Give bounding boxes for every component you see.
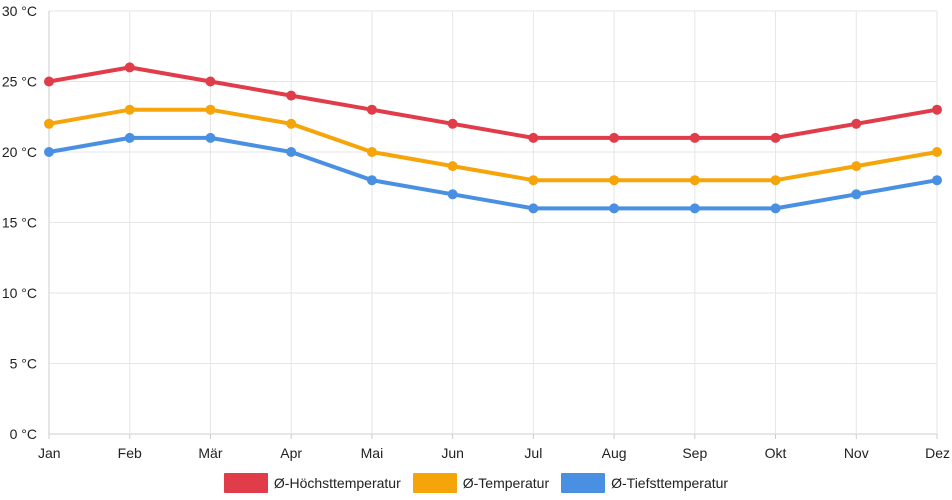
data-point-avg-temp[interactable] bbox=[689, 175, 700, 186]
data-point-min-temp[interactable] bbox=[689, 203, 700, 214]
data-point-min-temp[interactable] bbox=[770, 203, 781, 214]
series-avg-temp bbox=[44, 104, 942, 186]
y-tick-label: 25 °C bbox=[2, 74, 37, 90]
data-point-avg-temp[interactable] bbox=[932, 147, 942, 157]
data-point-max-temp[interactable] bbox=[770, 132, 781, 143]
data-point-max-temp[interactable] bbox=[205, 76, 216, 87]
series-min-temp bbox=[44, 132, 942, 214]
legend-item-avg-temp[interactable]: Ø-Temperatur bbox=[412, 473, 550, 493]
data-point-max-temp[interactable] bbox=[44, 76, 54, 87]
x-tick-label: Mai bbox=[361, 445, 384, 461]
data-point-avg-temp[interactable] bbox=[286, 118, 297, 129]
data-point-avg-temp[interactable] bbox=[447, 161, 458, 172]
data-point-min-temp[interactable] bbox=[366, 175, 377, 186]
x-tick-label: Apr bbox=[280, 445, 302, 461]
data-point-max-temp[interactable] bbox=[286, 90, 297, 101]
x-tick-label: Jul bbox=[524, 445, 542, 461]
data-point-min-temp[interactable] bbox=[286, 147, 297, 157]
data-point-min-temp[interactable] bbox=[447, 189, 458, 200]
line-chart-plot: 0 °C 5 °C 10 °C 15 °C 20 °C 25 °C 30 °C Jan Feb… bbox=[2, 3, 950, 461]
data-point-min-temp[interactable] bbox=[609, 203, 620, 214]
data-point-max-temp[interactable] bbox=[528, 132, 539, 143]
data-point-avg-temp[interactable] bbox=[124, 104, 135, 115]
legend-swatch-min-temp bbox=[561, 473, 606, 493]
legend-label-avg-temp: Ø-Temperatur bbox=[462, 475, 550, 491]
series-line-max-temp bbox=[47, 65, 939, 140]
data-point-min-temp[interactable] bbox=[124, 132, 135, 143]
data-point-avg-temp[interactable] bbox=[205, 104, 216, 115]
legend-label-max-temp: Ø-Höchsttemperatur bbox=[273, 475, 401, 491]
data-point-max-temp[interactable] bbox=[366, 104, 377, 115]
data-point-avg-temp[interactable] bbox=[528, 175, 539, 186]
y-tick-label: 10 °C bbox=[2, 285, 37, 301]
y-tick-label: 15 °C bbox=[2, 215, 37, 231]
x-tick-label: Feb bbox=[118, 445, 142, 461]
series-line-min-temp bbox=[47, 135, 939, 211]
x-axis-ticks: Jan Feb Mär Apr Mai Jun Jul Aug Sep Okt Nov Dez bbox=[38, 445, 950, 461]
data-point-avg-temp[interactable] bbox=[851, 161, 862, 172]
x-tick-label: Jun bbox=[441, 445, 464, 461]
x-tick-label: Aug bbox=[602, 445, 627, 461]
data-point-max-temp[interactable] bbox=[447, 118, 458, 129]
data-point-min-temp[interactable] bbox=[932, 175, 942, 186]
y-axis-ticks: 0 °C 5 °C 10 °C 15 °C 20 °C 25 °C 30 °C bbox=[2, 3, 37, 442]
x-tick-label: Nov bbox=[844, 445, 869, 461]
data-point-avg-temp[interactable] bbox=[770, 175, 781, 186]
legend-item-min-temp[interactable]: Ø-Tiefsttemperatur bbox=[561, 473, 728, 493]
x-tick-label: Jan bbox=[38, 445, 61, 461]
data-point-max-temp[interactable] bbox=[609, 132, 620, 143]
data-point-avg-temp[interactable] bbox=[44, 118, 54, 129]
x-tick-label: Dez bbox=[925, 445, 950, 461]
series-layer bbox=[44, 62, 942, 214]
chart-legend: Ø-Höchsttemperatur Ø-Temperatur Ø-Tiefst… bbox=[0, 471, 952, 495]
data-point-max-temp[interactable] bbox=[124, 62, 135, 73]
x-tick-label: Okt bbox=[765, 445, 787, 461]
data-point-avg-temp[interactable] bbox=[609, 175, 620, 186]
legend-swatch-avg-temp bbox=[412, 473, 457, 493]
y-tick-label: 20 °C bbox=[2, 144, 37, 160]
data-point-max-temp[interactable] bbox=[851, 118, 862, 129]
legend-swatch-max-temp bbox=[223, 473, 268, 493]
data-point-min-temp[interactable] bbox=[205, 132, 216, 143]
data-point-min-temp[interactable] bbox=[851, 189, 862, 200]
data-point-min-temp[interactable] bbox=[44, 147, 54, 157]
x-tick-label: Mär bbox=[198, 445, 222, 461]
data-point-max-temp[interactable] bbox=[932, 104, 942, 115]
y-tick-label: 5 °C bbox=[10, 356, 37, 372]
data-point-avg-temp[interactable] bbox=[366, 147, 377, 157]
data-point-max-temp[interactable] bbox=[689, 132, 700, 143]
data-point-min-temp[interactable] bbox=[528, 203, 539, 214]
series-line-avg-temp bbox=[47, 107, 939, 183]
legend-item-max-temp[interactable]: Ø-Höchsttemperatur bbox=[223, 473, 401, 493]
legend-label-min-temp: Ø-Tiefsttemperatur bbox=[611, 475, 729, 491]
y-tick-label: 30 °C bbox=[2, 3, 37, 19]
y-tick-label: 0 °C bbox=[10, 426, 37, 442]
x-tick-label: Sep bbox=[682, 445, 707, 461]
series-max-temp bbox=[44, 62, 942, 143]
